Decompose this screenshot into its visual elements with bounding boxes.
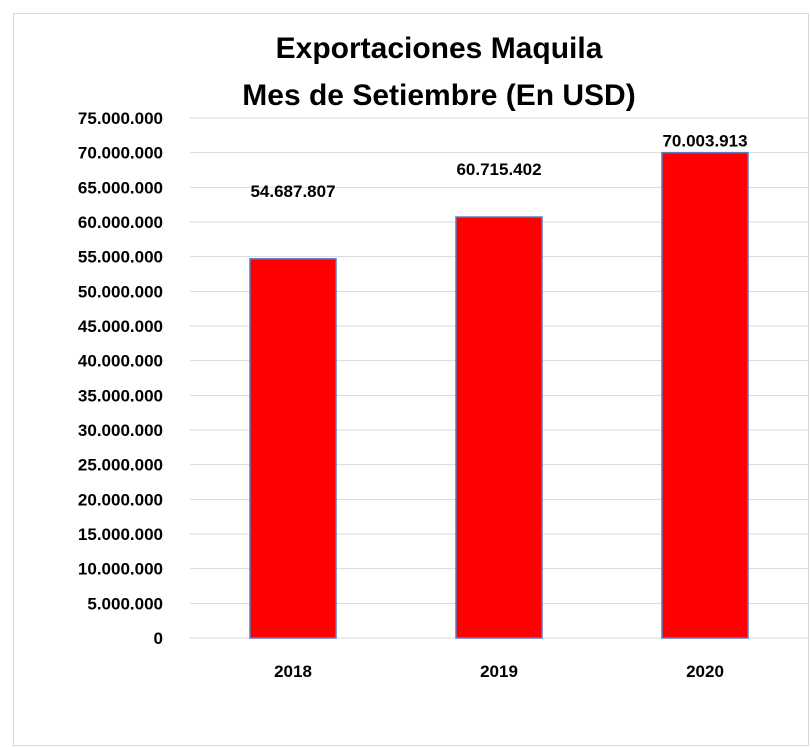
data-labels: 54.687.807 60.715.402 70.003.913 [250,132,747,201]
y-tick-label: 35.000.000 [78,386,163,405]
y-tick-label: 15.000.000 [78,525,163,544]
y-tick-label: 10.000.000 [78,560,163,579]
y-tick-label: 30.000.000 [78,421,163,440]
chart-title: Exportaciones Maquila [276,32,603,65]
y-tick-label: 60.000.000 [78,213,163,232]
bar [455,216,543,639]
bar [249,258,337,639]
bar [661,151,749,639]
y-tick-label: 50.000.000 [78,282,163,301]
y-tick-label: 45.000.000 [78,317,163,336]
x-category-label: 2019 [480,662,518,681]
y-tick-label: 75.000.000 [78,109,163,128]
y-tick-label: 0 [154,629,163,648]
y-tick-label: 65.000.000 [78,178,163,197]
y-tick-label: 40.000.000 [78,352,163,371]
x-axis-category-labels: 2018 2019 2020 [274,662,724,681]
bars [249,151,749,639]
y-tick-label: 55.000.000 [78,248,163,267]
data-label: 60.715.402 [456,160,541,179]
chart-subtitle: Mes de Setiembre (En USD) [242,79,635,112]
y-axis-tick-labels: 0 5.000.000 10.000.000 15.000.000 20.000.000… [78,109,163,648]
y-tick-label: 5.000.000 [87,594,163,613]
y-tick-label: 70.000.000 [78,144,163,163]
x-category-label: 2018 [274,662,312,681]
x-category-label: 2020 [686,662,724,681]
y-tick-label: 25.000.000 [78,456,163,475]
data-label: 54.687.807 [250,182,335,201]
data-label: 70.003.913 [662,132,747,151]
y-tick-label: 20.000.000 [78,490,163,509]
